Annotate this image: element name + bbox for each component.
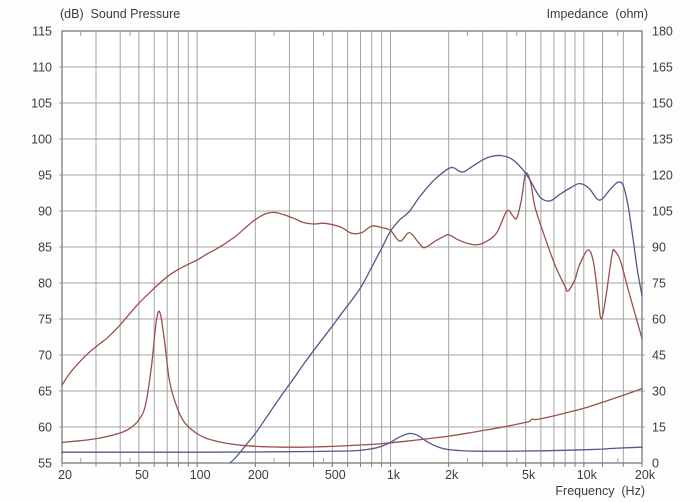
y-left-tick-label: 55 bbox=[38, 457, 52, 471]
y-left-tick-label: 95 bbox=[38, 169, 52, 183]
y-right-tick-label: 0 bbox=[652, 457, 659, 471]
y-right-tick-label: 150 bbox=[652, 97, 673, 111]
x-axis-title: Frequency (Hz) bbox=[555, 484, 645, 498]
x-tick-label: 50 bbox=[135, 468, 149, 482]
x-tick-label: 10k bbox=[577, 468, 598, 482]
woofer-impedance-curve bbox=[61, 310, 643, 448]
x-tick-label: 20 bbox=[58, 468, 72, 482]
right-axis-title: Impedance (ohm) bbox=[546, 7, 648, 21]
y-right-tick-label: 75 bbox=[652, 277, 666, 291]
x-tick-label: 1k bbox=[387, 468, 401, 482]
y-left-tick-label: 90 bbox=[38, 205, 52, 219]
x-tick-label: 500 bbox=[325, 468, 346, 482]
plot-frame bbox=[61, 30, 643, 464]
y-left-tick-label: 65 bbox=[38, 385, 52, 399]
x-tick-label: 100 bbox=[190, 468, 211, 482]
y-left-tick-label: 75 bbox=[38, 313, 52, 327]
y-right-tick-label: 30 bbox=[652, 385, 666, 399]
y-right-tick-label: 45 bbox=[652, 349, 666, 363]
y-left-tick-label: 110 bbox=[32, 61, 52, 75]
y-left-tick-label: 70 bbox=[38, 349, 52, 363]
y-left-tick-label: 100 bbox=[31, 133, 52, 147]
y-right-tick-label: 180 bbox=[652, 25, 673, 39]
left-axis-title: (dB) Sound Pressure bbox=[60, 7, 181, 21]
y-right-tick-label: 165 bbox=[652, 61, 673, 75]
y-left-tick-label: 115 bbox=[32, 25, 52, 39]
y-left-tick-label: 85 bbox=[38, 241, 52, 255]
y-left-tick-label: 80 bbox=[38, 277, 52, 291]
x-tick-label: 200 bbox=[248, 468, 269, 482]
y-right-tick-label: 105 bbox=[652, 205, 673, 219]
y-left-tick-label: 60 bbox=[38, 421, 52, 435]
y-right-tick-label: 15 bbox=[652, 421, 666, 435]
y-right-tick-label: 60 bbox=[652, 313, 666, 327]
y-right-tick-label: 90 bbox=[652, 241, 666, 255]
y-left-tick-label: 105 bbox=[31, 97, 52, 111]
tweeter-impedance-curve bbox=[61, 432, 643, 453]
y-right-tick-label: 135 bbox=[652, 133, 673, 147]
x-tick-label: 2k bbox=[445, 468, 459, 482]
x-tick-label: 5k bbox=[522, 468, 536, 482]
y-right-tick-label: 120 bbox=[652, 169, 673, 183]
tweeter-spl-curve bbox=[229, 154, 643, 464]
woofer-spl-curve bbox=[61, 172, 643, 386]
x-tick-label: 20k bbox=[635, 468, 656, 482]
